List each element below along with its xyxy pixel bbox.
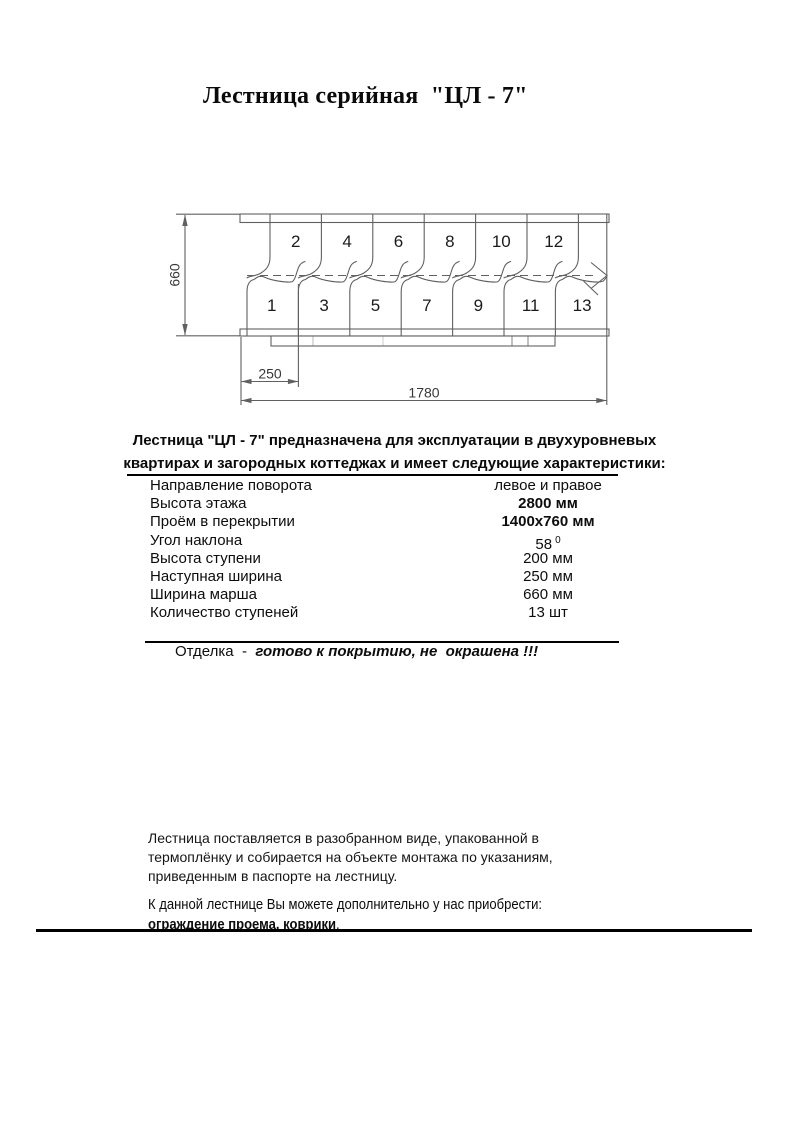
- intro-underline: [127, 474, 618, 477]
- spec-row-floor-height: Высота этажа 2800 мм: [150, 495, 660, 513]
- step-label: 2: [291, 232, 300, 251]
- spec-value: 660 мм: [523, 586, 573, 604]
- spec-label: Ширина марша: [150, 586, 258, 604]
- finish-value: готово к покрытию, не окрашена !!!: [255, 642, 539, 660]
- step-label: 11: [522, 296, 540, 315]
- degree-superscript: 0: [555, 534, 561, 546]
- dim-label-660: 660: [167, 263, 183, 287]
- step-label: 12: [544, 232, 563, 251]
- finish-label: Отделка: [175, 642, 234, 660]
- spec-row-opening: Проём в перекрытии 1400х760 мм: [150, 513, 660, 531]
- spec-value: 58 0: [535, 534, 561, 553]
- spec-table: Направление поворота левое и правое Высо…: [150, 477, 660, 660]
- intro-paragraph: Лестница "ЦЛ - 7" предназначена для эксп…: [112, 429, 677, 475]
- dimension-labels: 660 250 1780: [167, 263, 440, 400]
- spec-row-step-count: Количество ступеней 13 шт: [150, 604, 660, 622]
- walk-line-arrow-icon: [590, 262, 608, 289]
- spec-value: 250 мм: [523, 567, 573, 585]
- delivery-line-2: термоплёнку и собирается на объекте монт…: [148, 849, 553, 866]
- dim-label-1780: 1780: [408, 385, 439, 401]
- spec-label: Направление поворота: [150, 477, 312, 494]
- step-label: 13: [573, 296, 592, 315]
- step-label: 6: [394, 232, 403, 251]
- extras-line-1: К данной лестнице Вы можете дополнительн…: [148, 896, 543, 913]
- page-bottom-rule: [36, 929, 752, 932]
- spec-label: Высота этажа: [150, 495, 247, 513]
- step-outlines: [246, 213, 607, 337]
- page-title: Лестница серийная "ЦЛ - 7": [203, 83, 528, 109]
- extras-line-2: ограждение проема, коврики.: [148, 915, 542, 935]
- extras-period: .: [336, 915, 340, 933]
- spec-row-finish: Отделка - готово к покрытию, не окрашена…: [150, 623, 660, 660]
- dim-label-250: 250: [258, 366, 282, 382]
- spec-label: Высота ступени: [150, 549, 261, 567]
- extras-paragraph: К данной лестнице Вы можете дополнительн…: [148, 895, 542, 934]
- spec-row-march-width: Ширина марша 660 мм: [150, 586, 660, 604]
- spec-row-angle: Угол наклона 58 0: [150, 531, 660, 553]
- delivery-line-3: приведенным в паспорте на лестницу.: [148, 868, 398, 885]
- intro-line-1: Лестница "ЦЛ - 7" предназначена для эксп…: [132, 432, 657, 449]
- spec-label: Угол наклона: [150, 531, 243, 549]
- delivery-paragraph: Лестница поставляется в разобранном виде…: [148, 829, 553, 887]
- extras-bold-text: ограждение проема, коврики: [148, 915, 337, 933]
- spec-value: 1400х760 мм: [501, 513, 595, 531]
- delivery-line-1: Лестница поставляется в разобранном виде…: [148, 830, 539, 846]
- step-label: 10: [492, 232, 511, 251]
- table-bottom-rule: [145, 641, 619, 644]
- step-label: 9: [474, 296, 483, 315]
- spec-label: Количество ступеней: [150, 604, 299, 622]
- finish-separator: -: [233, 642, 256, 660]
- spec-row-step-height: Высота ступени 200 мм: [150, 550, 660, 568]
- step-label: 8: [445, 232, 454, 251]
- spec-value: 200 мм: [523, 549, 573, 567]
- step-label: 7: [422, 296, 431, 315]
- step-label: 3: [319, 296, 328, 315]
- dim-1780: [241, 397, 607, 404]
- step-label: 4: [342, 232, 351, 251]
- step-label: 5: [371, 296, 380, 315]
- sub-stringer-joints: [312, 336, 529, 346]
- dim-660: [176, 213, 240, 337]
- bottom-stringer: [239, 328, 610, 337]
- intro-line-2: квартирах и загородных коттеджах и имеет…: [123, 455, 666, 472]
- spec-row-turn-direction: Направление поворота левое и правое: [150, 477, 660, 495]
- step-numbers: 2 4 6 8 10 12 1 3 5 7 9 11 13: [267, 232, 592, 315]
- spec-value: 2800 мм: [518, 495, 578, 513]
- spec-value: левое и правое: [494, 477, 602, 494]
- spec-row-tread-width: Наступная ширина 250 мм: [150, 568, 660, 586]
- step-label: 1: [267, 296, 276, 315]
- spec-label: Наступная ширина: [150, 567, 283, 585]
- spec-value: 13 шт: [528, 604, 568, 622]
- spec-label: Проём в перекрытии: [150, 513, 295, 531]
- sub-stringer: [270, 335, 556, 347]
- dim-250: [240, 284, 299, 405]
- staircase-plan-diagram: 2 4 6 8 10 12 1 3 5 7 9 11 13 660 250 17…: [167, 213, 610, 405]
- walk-line: [247, 262, 608, 296]
